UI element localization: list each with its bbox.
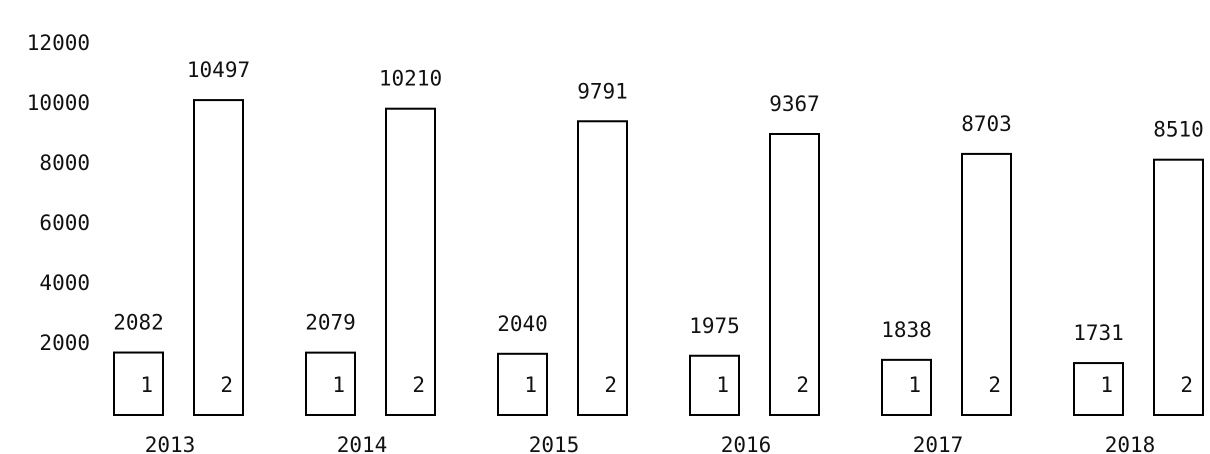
value-label: 1975 — [689, 314, 740, 338]
x-tick-label: 2015 — [529, 433, 580, 454]
x-tick-label: 2018 — [1105, 433, 1156, 454]
x-tick-label: 2013 — [145, 433, 196, 454]
bar-2016-series-1 — [689, 354, 740, 416]
bar-2014-series-1 — [305, 351, 356, 417]
y-tick-label: 12000 — [27, 31, 90, 55]
bar-2018-series-2 — [1153, 158, 1204, 416]
bar-labels: 1 2 1 2 1 2 1 2 1 2 1 2 — [140, 373, 1193, 397]
bar-label: 2 — [604, 373, 617, 397]
value-label: 2082 — [113, 311, 164, 335]
y-tick-label: 6000 — [39, 211, 90, 235]
bar-2015-series-1 — [497, 352, 548, 416]
bar-label: 1 — [332, 373, 345, 397]
y-tick-label: 8000 — [39, 151, 90, 175]
bar-2018-series-1 — [1073, 362, 1124, 417]
bar-2015-series-2 — [577, 120, 628, 417]
bar-2016-series-2 — [769, 132, 820, 417]
bar-label: 1 — [716, 373, 729, 397]
bar-label: 2 — [796, 373, 809, 397]
x-tick-label: 2014 — [337, 433, 388, 454]
bar-2017-series-2 — [961, 152, 1012, 416]
bars — [113, 99, 1204, 417]
bar-label: 2 — [412, 373, 425, 397]
value-label: 2079 — [305, 311, 356, 335]
bar-label: 2 — [1180, 373, 1193, 397]
bar-2013-series-2 — [193, 99, 244, 416]
value-label: 8703 — [961, 112, 1012, 136]
y-tick-label: 4000 — [39, 271, 90, 295]
value-label: 1731 — [1073, 321, 1124, 345]
y-tick-label: 2000 — [39, 331, 90, 355]
bar-label: 2 — [988, 373, 1001, 397]
y-axis: 2000 4000 6000 8000 10000 12000 — [27, 31, 90, 355]
bar-label: 1 — [908, 373, 921, 397]
value-label: 10497 — [187, 58, 250, 82]
bar-2017-series-1 — [881, 358, 932, 416]
x-tick-label: 2017 — [913, 433, 964, 454]
x-axis: 2013 2014 2015 2016 2017 2018 — [145, 433, 1156, 454]
value-label: 10210 — [379, 67, 442, 91]
bar-label: 2 — [220, 373, 233, 397]
bar-2014-series-2 — [385, 107, 436, 416]
value-labels: 2082 10497 2079 10210 2040 9791 1975 9367 1838 87… — [113, 58, 1204, 345]
y-tick-label: 10000 — [27, 91, 90, 115]
value-label: 1838 — [881, 318, 932, 342]
bar-label: 1 — [524, 373, 537, 397]
bar-label: 1 — [1100, 373, 1113, 397]
value-label: 9367 — [769, 92, 820, 116]
bar-2013-series-1 — [113, 351, 164, 417]
value-label: 8510 — [1153, 118, 1204, 142]
bar-label: 1 — [140, 373, 153, 397]
value-label: 2040 — [497, 312, 548, 336]
x-tick-label: 2016 — [721, 433, 772, 454]
value-label: 9791 — [577, 79, 628, 103]
